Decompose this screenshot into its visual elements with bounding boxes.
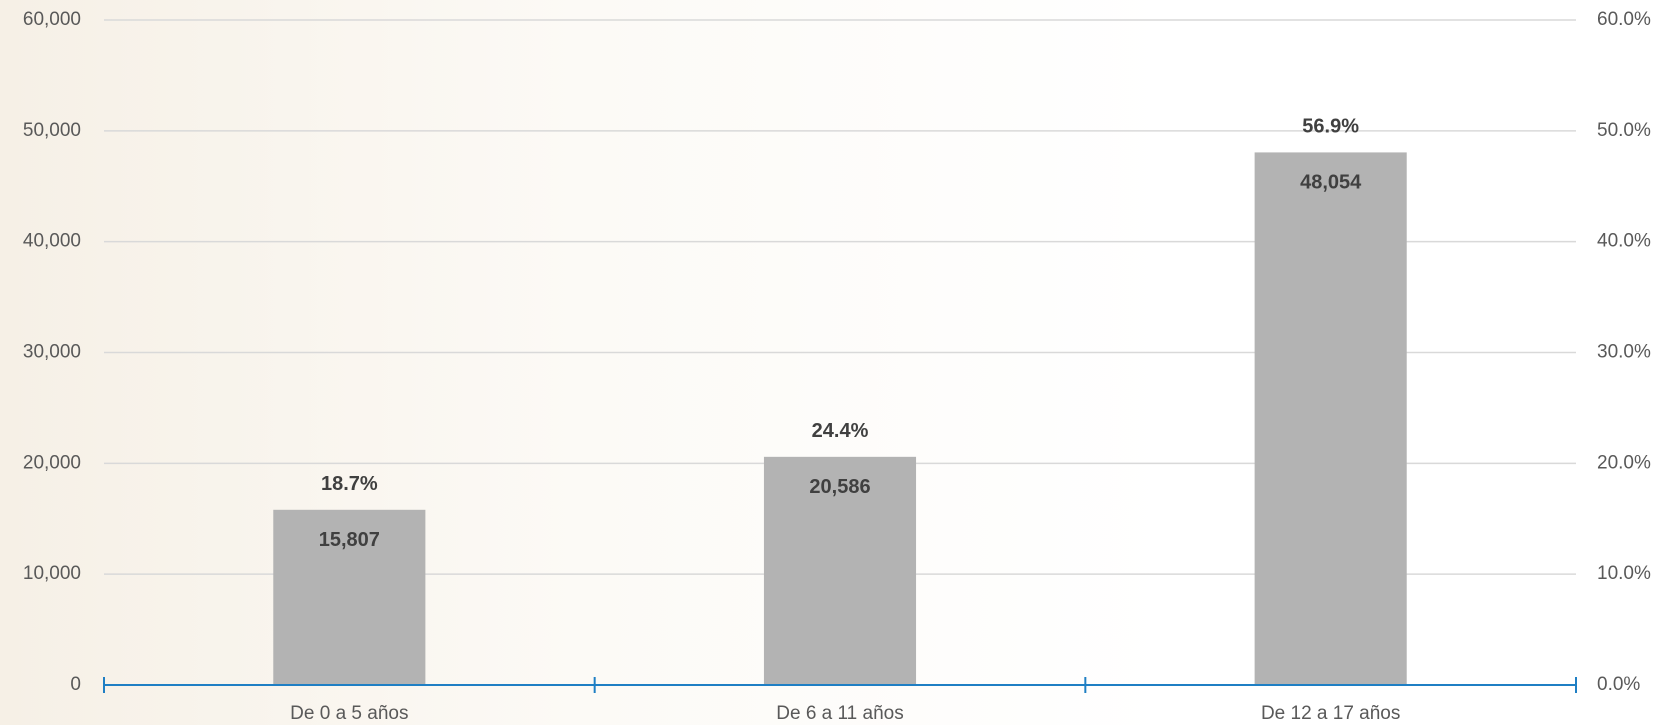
bar [763, 456, 917, 685]
percent-label: 18.7% [321, 473, 378, 495]
bar [1254, 152, 1407, 686]
y-tick-label: 0 [70, 674, 81, 695]
y2-tick-label: 50.0% [1597, 120, 1651, 141]
y-tick-label: 20,000 [23, 452, 81, 473]
x-tick-label: De 12 a 17 años [1261, 703, 1400, 724]
y-tick-label: 30,000 [23, 342, 81, 363]
y-tick-label: 60,000 [23, 9, 81, 30]
bar [273, 509, 426, 685]
percent-label: 56.9% [1302, 116, 1359, 138]
y2-tick-label: 60.0% [1597, 9, 1651, 30]
value-label: 15,807 [319, 529, 380, 551]
x-tick-label: De 6 a 11 años [776, 703, 903, 724]
y2-tick-label: 10.0% [1597, 563, 1651, 584]
y2-tick-label: 40.0% [1597, 231, 1651, 252]
percent-label: 24.4% [812, 420, 869, 442]
y-tick-label: 10,000 [23, 563, 81, 584]
value-label: 20,586 [809, 476, 870, 498]
y2-tick-label: 0.0% [1597, 674, 1640, 695]
value-label: 48,054 [1300, 172, 1362, 194]
y2-tick-label: 30.0% [1597, 342, 1651, 363]
y-tick-label: 50,000 [23, 120, 81, 141]
y-tick-label: 40,000 [23, 231, 81, 252]
y2-tick-label: 20.0% [1597, 452, 1651, 473]
x-tick-label: De 0 a 5 años [290, 703, 408, 724]
